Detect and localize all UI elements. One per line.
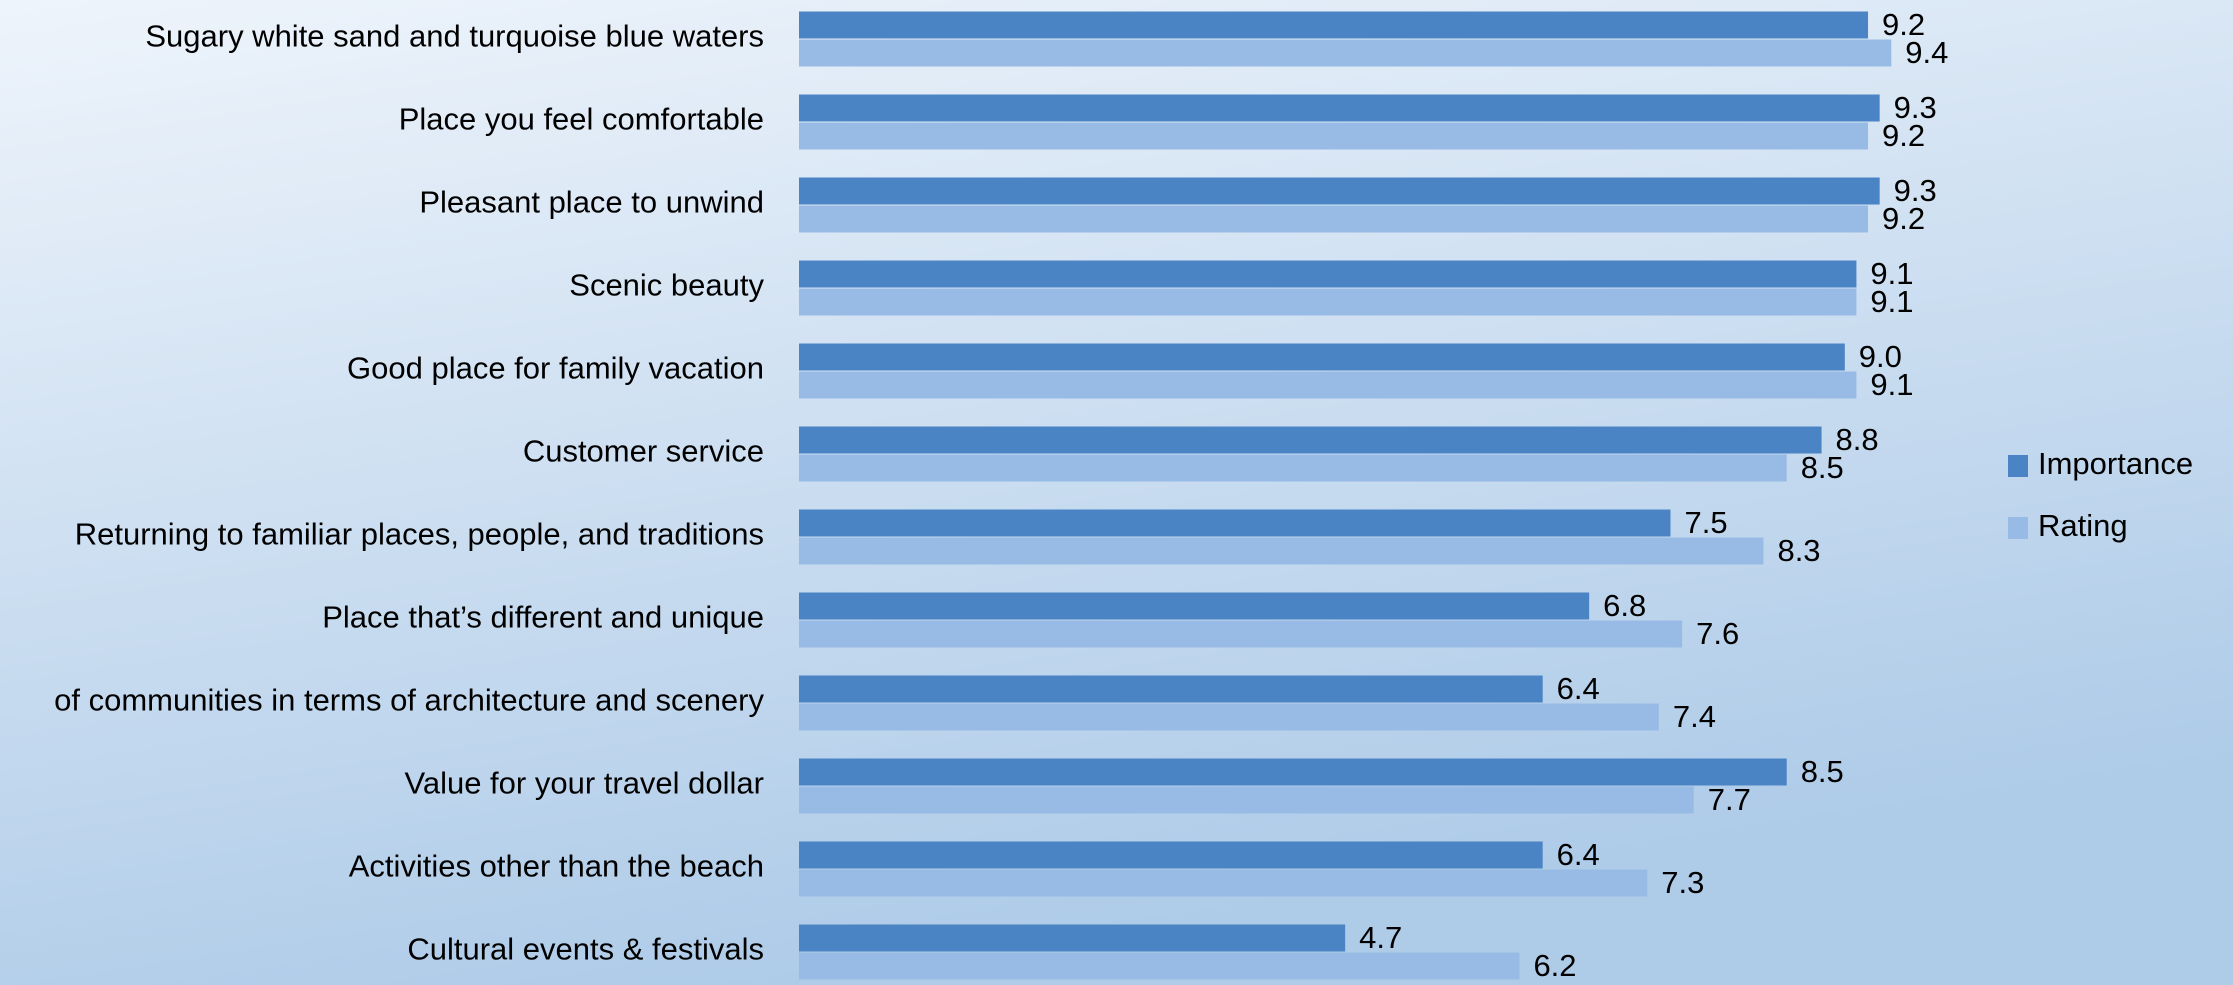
bar	[799, 288, 1857, 316]
bar	[799, 122, 1869, 150]
data-label: 9.2	[1882, 118, 1925, 153]
data-label: 9.1	[1870, 284, 1913, 319]
data-label: 9.0	[1859, 339, 1902, 374]
bar	[799, 620, 1683, 648]
category-label: Place that’s different and unique	[322, 600, 764, 635]
bar	[799, 454, 1787, 482]
data-label: 9.3	[1894, 173, 1937, 208]
data-label: 7.6	[1696, 616, 1739, 651]
data-label: 8.5	[1801, 450, 1844, 485]
legend-label: Importance	[2038, 446, 2193, 481]
bar	[799, 11, 1869, 39]
data-label: 6.4	[1557, 671, 1600, 706]
data-label: 7.5	[1685, 505, 1728, 540]
category-label: Sugary white sand and turquoise blue wat…	[145, 19, 764, 54]
data-label: 7.7	[1708, 782, 1751, 817]
bar	[799, 869, 1648, 897]
data-label: 8.8	[1836, 422, 1879, 457]
category-label: Pleasant place to unwind	[419, 185, 764, 220]
bar	[799, 177, 1880, 205]
legend-swatch	[2008, 455, 2028, 477]
category-label: Scenic beauty	[569, 268, 764, 303]
data-label: 9.2	[1882, 7, 1925, 42]
bar	[799, 343, 1845, 371]
data-label: 9.1	[1870, 367, 1913, 402]
category-label: Cultural events & festivals	[407, 932, 764, 967]
bar	[799, 39, 1892, 67]
data-label: 9.1	[1870, 256, 1913, 291]
data-label: 8.5	[1801, 754, 1844, 789]
bar	[799, 924, 1346, 952]
bar	[799, 260, 1857, 288]
bar	[799, 592, 1590, 620]
legend-label: Rating	[2038, 508, 2128, 543]
bar	[799, 426, 1822, 454]
data-label: 7.3	[1661, 865, 1704, 900]
bar	[799, 537, 1764, 565]
category-label: Activities other than the beach	[349, 849, 764, 884]
category-label: of communities in terms of architecture …	[54, 683, 764, 718]
bar	[799, 94, 1880, 122]
plot-area: Sugary white sand and turquoise blue wat…	[54, 7, 2193, 983]
bar	[799, 205, 1869, 233]
bar	[799, 952, 1520, 980]
bar	[799, 786, 1694, 814]
data-label: 9.3	[1894, 90, 1937, 125]
bar	[799, 675, 1543, 703]
bar	[799, 703, 1659, 731]
data-label: 9.4	[1905, 35, 1948, 70]
data-label: 9.2	[1882, 201, 1925, 236]
bar	[799, 758, 1787, 786]
bar	[799, 371, 1857, 399]
category-label: Returning to familiar places, people, an…	[75, 517, 764, 552]
data-label: 6.8	[1603, 588, 1646, 623]
data-label: 4.7	[1359, 920, 1402, 955]
legend-swatch	[2008, 517, 2028, 539]
data-label: 6.2	[1533, 948, 1576, 983]
data-label: 8.3	[1777, 533, 1820, 568]
data-label: 7.4	[1673, 699, 1716, 734]
category-label: Customer service	[523, 434, 764, 469]
data-label: 6.4	[1557, 837, 1600, 872]
bar	[799, 841, 1543, 869]
bar	[799, 509, 1671, 537]
category-label: Good place for family vacation	[347, 351, 764, 386]
category-label: Value for your travel dollar	[404, 766, 764, 801]
category-label: Place you feel comfortable	[399, 102, 764, 137]
